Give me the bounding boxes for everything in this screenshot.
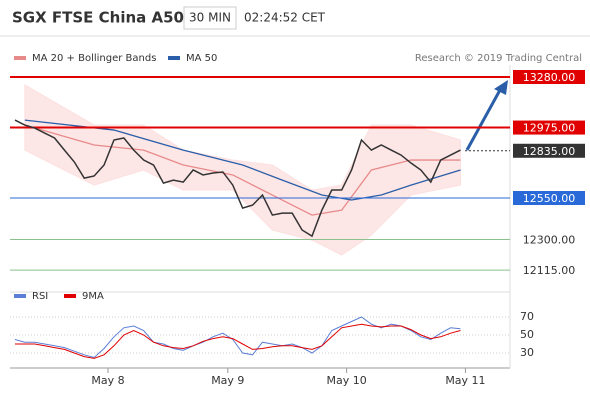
time: 02:24:52 CET <box>244 11 326 25</box>
rsi-line <box>14 316 461 359</box>
ma-line <box>24 124 461 216</box>
x-tick-label: May 9 <box>211 374 244 387</box>
legend-swatch <box>168 56 180 60</box>
forecast-arrow <box>465 89 502 151</box>
level-label-box <box>513 120 585 135</box>
timeframe: 30 MIN <box>189 11 231 25</box>
level-label: 12835.00 <box>523 145 576 158</box>
legend-label: RSI <box>32 291 48 302</box>
timeframe-box <box>183 6 237 30</box>
x-tick-label: May 11 <box>445 374 485 387</box>
legend-label: 9MA <box>82 291 104 302</box>
y-tick-label: 50 <box>520 328 534 341</box>
level-label: 12115.00 <box>523 264 576 277</box>
chart-title: SGX FTSE China A50 <box>12 9 184 27</box>
ma-line <box>24 119 461 201</box>
y-tick-label: 30 <box>520 346 534 359</box>
level-label-box <box>513 70 585 85</box>
legend-swatch <box>14 294 26 298</box>
legend-swatch <box>14 56 26 60</box>
level-label-box <box>513 191 585 206</box>
y-tick-label: 70 <box>520 310 534 323</box>
rsi-line <box>14 323 461 359</box>
level-label: 12550.00 <box>523 192 576 205</box>
price-line <box>14 119 461 238</box>
x-tick-label: May 8 <box>91 374 124 387</box>
legend-label: MA 20 + Bollinger Bands <box>32 53 156 64</box>
level-label: 12975.00 <box>523 122 576 135</box>
x-tick-label: May 10 <box>327 374 367 387</box>
level-label: 13280.00 <box>523 71 576 84</box>
credit: Research © 2019 Trading Central <box>415 53 582 64</box>
level-label-box <box>513 143 585 158</box>
bollinger-band <box>24 84 461 256</box>
legend-swatch <box>64 294 76 298</box>
level-label: 12300.00 <box>523 233 576 246</box>
forecast-arrowhead <box>494 80 508 95</box>
legend-label: MA 50 <box>186 53 217 64</box>
